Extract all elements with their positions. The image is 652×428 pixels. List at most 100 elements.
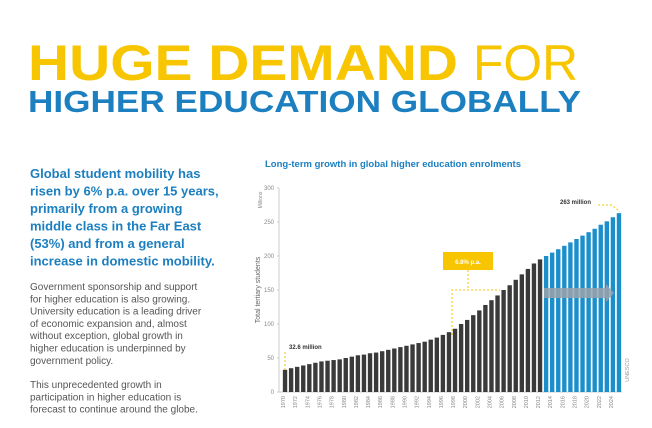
bar (294, 366, 300, 392)
rate-leader (451, 289, 500, 335)
x-tick-label: 2006 (500, 396, 506, 408)
y-tick-label: 0 (271, 390, 275, 396)
x-tick-label: 2024 (609, 396, 615, 408)
bar (282, 369, 288, 392)
bar (507, 285, 512, 392)
annotation: 263 million (560, 200, 591, 206)
x-tick-label: 1998 (451, 396, 457, 408)
bar (556, 249, 561, 392)
y-tick-label: 200 (264, 254, 275, 260)
x-tick-label: 2004 (487, 396, 493, 408)
x-tick-label: 1984 (366, 396, 372, 408)
bar (367, 353, 373, 392)
bar (398, 347, 403, 392)
lead-line: Global student mobility has (30, 166, 200, 181)
bar (379, 351, 385, 392)
bar (458, 324, 464, 392)
x-tick-label: 1978 (330, 396, 336, 408)
x-tick-label: 2008 (512, 396, 518, 408)
annotation: 6.8% p.a. (455, 260, 481, 266)
x-tick-label: 1974 (305, 396, 311, 408)
x-tick-label: 1976 (317, 396, 323, 408)
lead-line: primarily from a growing (30, 201, 182, 216)
bar (386, 349, 391, 392)
lead-line: increase in domestic mobility. (30, 254, 215, 269)
bar (489, 300, 494, 392)
bar (373, 352, 379, 392)
bar (288, 368, 294, 392)
bar (519, 274, 525, 392)
bar (337, 359, 342, 392)
bar (446, 332, 452, 392)
bar (355, 355, 361, 392)
bar (598, 224, 603, 392)
bar (604, 221, 610, 392)
bar (422, 341, 427, 392)
bar (361, 354, 367, 392)
bar (471, 315, 476, 392)
x-tick-label: 1992 (415, 396, 421, 408)
bar (513, 279, 518, 392)
bar (562, 245, 567, 392)
x-tick-label: 2010 (524, 396, 530, 408)
bar (325, 360, 330, 392)
y-tick-label: 250 (264, 220, 275, 226)
lead-line: risen by 6% p.a. over 15 years, (30, 184, 219, 199)
bar (586, 232, 591, 392)
bar (307, 364, 312, 392)
body-line: Government sponsorship and support (30, 282, 198, 293)
bar (343, 358, 348, 392)
bar (549, 252, 555, 392)
bar (301, 365, 306, 392)
y-tick-label: 100 (264, 322, 275, 328)
bar (404, 345, 409, 392)
y-tick-label: 50 (267, 356, 274, 362)
x-tick-label: 1986 (378, 396, 384, 408)
bar (434, 337, 440, 392)
bar (568, 242, 573, 392)
title-bold: HUGE DEMAND (28, 35, 458, 91)
bar (331, 360, 336, 392)
body-line: for higher education is also growing. (30, 294, 190, 305)
bar (464, 319, 470, 392)
x-tick-label: 1996 (439, 396, 445, 408)
lead-line: (53%) and from a general (30, 236, 185, 251)
x-tick-label: 1970 (281, 396, 287, 408)
bar (531, 263, 537, 392)
x-tick-label: 2022 (597, 396, 603, 408)
bar (537, 259, 543, 392)
x-tick-label: 2016 (560, 396, 566, 408)
title-light: FOR (473, 35, 578, 91)
x-tick-label: 1994 (427, 396, 433, 408)
x-tick-label: 2012 (536, 396, 542, 408)
x-tick-label: 2002 (475, 396, 481, 408)
x-tick-label: 1972 (293, 396, 299, 408)
body-line: forecast to continue around the globe. (30, 405, 198, 416)
bar (525, 268, 531, 392)
body-line: participation in higher education is (30, 392, 181, 403)
x-tick-label: 2018 (572, 396, 578, 408)
bar (410, 344, 415, 392)
bar (483, 304, 488, 392)
y-tick-label: 300 (264, 186, 275, 192)
x-tick-label: 1982 (354, 396, 360, 408)
x-tick-label: 1980 (342, 396, 348, 408)
body-line: This unprecedented growth in (30, 380, 162, 391)
bar (392, 348, 397, 392)
bar (477, 310, 482, 392)
x-tick-label: 1988 (390, 396, 396, 408)
forecast-arrow (544, 284, 614, 302)
bar (313, 362, 318, 392)
lead-line: middle class in the Far East (30, 219, 202, 234)
bar (349, 356, 355, 392)
y-unit: Millions (258, 191, 264, 208)
annotation: 32.6 million (289, 345, 322, 351)
bar (574, 239, 579, 392)
bar (501, 290, 506, 392)
end-leader (598, 204, 621, 213)
body-line: without exception, global growth in (29, 331, 183, 342)
body-line: University education is a leading driver (30, 307, 202, 318)
y-label: Total tertiary students (255, 256, 262, 323)
x-tick-label: 2020 (585, 396, 591, 408)
